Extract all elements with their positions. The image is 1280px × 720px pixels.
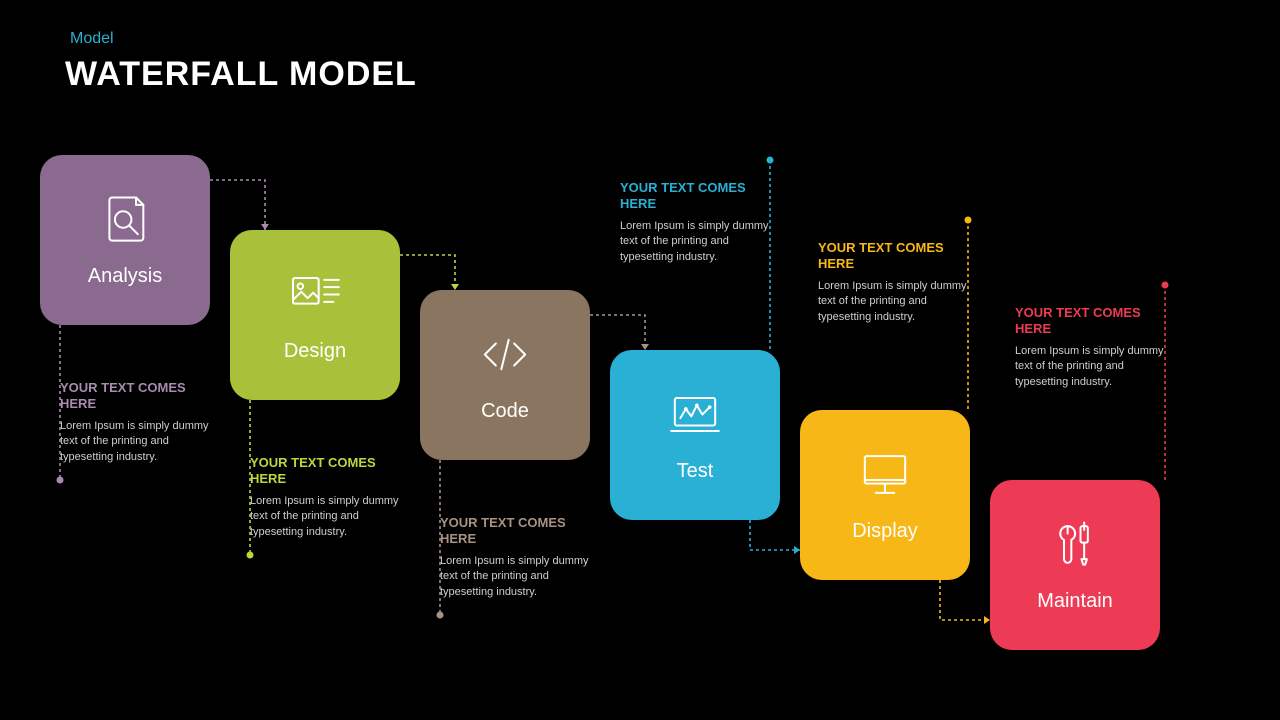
stage-box-code: Code <box>420 290 590 460</box>
code-icon <box>475 327 535 382</box>
stage-box-test: Test <box>610 350 780 520</box>
callout-body-analysis: Lorem Ipsum is simply dummy text of the … <box>60 419 220 467</box>
stage-label-analysis: Analysis <box>88 265 162 288</box>
callout-test: YOUR TEXT COMES HERE Lorem Ipsum is simp… <box>620 180 780 266</box>
callout-maintain: YOUR TEXT COMES HERE Lorem Ipsum is simp… <box>1015 305 1175 391</box>
test-icon <box>665 387 725 442</box>
stage-label-maintain: Maintain <box>1037 590 1113 613</box>
design-icon <box>285 267 345 322</box>
callout-body-design: Lorem Ipsum is simply dummy text of the … <box>250 494 410 542</box>
stage-label-test: Test <box>677 460 714 483</box>
callout-design: YOUR TEXT COMES HERE Lorem Ipsum is simp… <box>250 455 410 541</box>
callout-title-test: YOUR TEXT COMES HERE <box>620 180 780 213</box>
analysis-icon <box>95 192 155 247</box>
stage-box-display: Display <box>800 410 970 580</box>
callout-body-test: Lorem Ipsum is simply dummy text of the … <box>620 219 780 267</box>
callout-display: YOUR TEXT COMES HERE Lorem Ipsum is simp… <box>818 240 978 326</box>
stage-label-display: Display <box>852 520 918 543</box>
callout-title-maintain: YOUR TEXT COMES HERE <box>1015 305 1175 338</box>
stage-box-maintain: Maintain <box>990 480 1160 650</box>
callout-title-code: YOUR TEXT COMES HERE <box>440 515 600 548</box>
stage-label-design: Design <box>284 340 346 363</box>
callout-body-maintain: Lorem Ipsum is simply dummy text of the … <box>1015 344 1175 392</box>
maintain-icon <box>1045 517 1105 572</box>
callout-title-display: YOUR TEXT COMES HERE <box>818 240 978 273</box>
stage-label-code: Code <box>481 400 529 423</box>
stage-box-design: Design <box>230 230 400 400</box>
stage-box-analysis: Analysis <box>40 155 210 325</box>
callout-title-analysis: YOUR TEXT COMES HERE <box>60 380 220 413</box>
callout-title-design: YOUR TEXT COMES HERE <box>250 455 410 488</box>
callout-body-display: Lorem Ipsum is simply dummy text of the … <box>818 279 978 327</box>
callout-analysis: YOUR TEXT COMES HERE Lorem Ipsum is simp… <box>60 380 220 466</box>
callout-body-code: Lorem Ipsum is simply dummy text of the … <box>440 554 600 602</box>
callout-code: YOUR TEXT COMES HERE Lorem Ipsum is simp… <box>440 515 600 601</box>
display-icon <box>855 447 915 502</box>
